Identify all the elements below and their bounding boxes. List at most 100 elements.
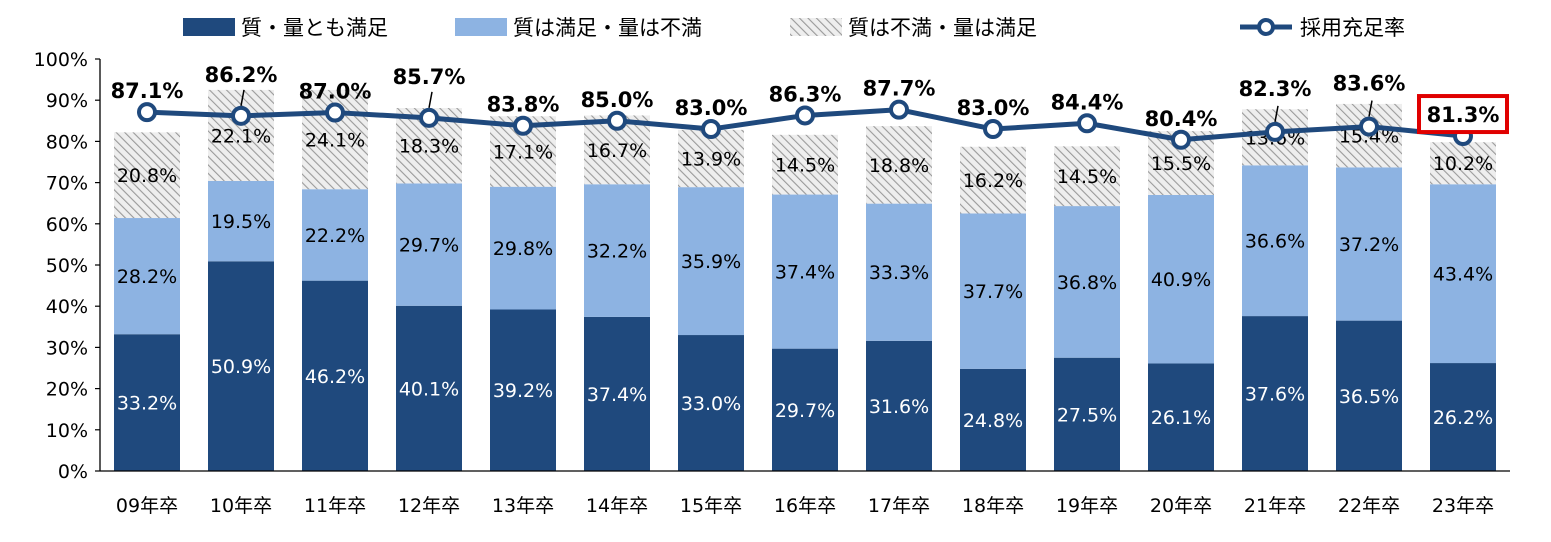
line-point [1171, 129, 1191, 150]
y-tick-label: 100% [34, 49, 88, 71]
legend-swatch [455, 18, 507, 36]
line-value-label: 85.0% [581, 88, 654, 112]
bar-value-label: 24.8% [963, 410, 1023, 432]
legend-label: 質は満足・量は不満 [513, 16, 702, 40]
bar-value-label: 16.2% [963, 170, 1023, 192]
line-point [137, 102, 157, 123]
x-axis: 09年卒 10年卒 11年卒 12年卒 13年卒 14年卒 15年卒 16年卒 17年卒 18年卒… [100, 470, 1510, 517]
x-tick-label: 14年卒 [586, 495, 648, 517]
bar-segment-1 [208, 261, 274, 471]
y-tick-label: 20% [46, 379, 88, 401]
bar-segment-1 [678, 335, 744, 471]
x-tick-label: 23年卒 [1432, 495, 1494, 517]
bar-segment-1 [1336, 320, 1402, 471]
bar-segment-2 [1336, 167, 1402, 321]
bar-value-label: 15.5% [1151, 153, 1211, 175]
bar-value-label: 18.3% [399, 136, 459, 158]
highlight-box [1417, 94, 1509, 135]
x-tick-label: 09年卒 [116, 495, 178, 517]
bar-segment-3 [866, 126, 932, 204]
leader-line [240, 89, 245, 106]
bar-value-label: 29.8% [493, 238, 553, 260]
y-tick-label: 60% [46, 214, 88, 236]
bar-segment-1 [584, 316, 650, 471]
line-point [419, 107, 439, 128]
bar-value-label: 32.2% [587, 241, 647, 263]
bar-value-label: 39.2% [493, 380, 553, 402]
bar-value-label: 18.8% [869, 155, 929, 177]
bar-segment-2 [678, 187, 744, 336]
bar-segment-2 [866, 203, 932, 341]
x-tick-label: 10年卒 [210, 495, 272, 517]
bar-value-label: 36.6% [1245, 231, 1305, 253]
legend-swatch [790, 18, 842, 36]
bar-segment-2 [584, 184, 650, 317]
bar-segment-3 [678, 129, 744, 188]
line-value-label: 83.0% [957, 96, 1030, 120]
bar-segment-1 [772, 348, 838, 471]
bar-value-label: 37.2% [1339, 234, 1399, 256]
bar-labels: 33.2% 28.2% 20.8% 50.9% 19.5% 22.1% 46.2% 22.2%… [117, 125, 1493, 431]
bar-value-label: 27.5% [1057, 404, 1117, 426]
bar-value-label: 36.8% [1057, 272, 1117, 294]
x-tick-label: 16年卒 [774, 495, 836, 517]
bar-value-label: 10.2% [1433, 153, 1493, 175]
bar-segment-2 [1430, 184, 1496, 364]
bar-value-label: 17.1% [493, 141, 553, 163]
line-value-label: 86.3% [769, 82, 842, 106]
line-point [983, 119, 1003, 140]
bar-value-label: 37.6% [1245, 384, 1305, 406]
x-tick-label: 19年卒 [1056, 495, 1118, 517]
bar-segment-3 [960, 146, 1026, 214]
x-tick-label: 13年卒 [492, 495, 554, 517]
bar-value-label: 46.2% [305, 366, 365, 388]
bar-value-label: 40.9% [1151, 269, 1211, 291]
bar-value-label: 29.7% [775, 400, 835, 422]
y-tick-label: 80% [46, 131, 88, 153]
bar-segment-2 [208, 180, 274, 262]
bar-segment-1 [490, 309, 556, 471]
leader-line [428, 91, 433, 109]
bar-segment-3 [114, 132, 180, 219]
y-axis: 0% 10% 20% 30% 40% 50% 60% 70% 80% 90% 100% [34, 49, 101, 483]
bar-value-label: 26.2% [1433, 407, 1493, 429]
x-tick-label: 15年卒 [680, 495, 742, 517]
bar-segment-2 [490, 186, 556, 310]
bar-segment-2 [396, 183, 462, 306]
bar-segment-3 [1054, 146, 1120, 207]
line-value-label: 83.6% [1333, 72, 1406, 96]
x-tick-label: 20年卒 [1150, 495, 1212, 517]
line-value-label: 82.3% [1239, 77, 1312, 101]
line-point [701, 119, 721, 140]
bar-segment-1 [866, 340, 932, 471]
bar-segment-1 [396, 305, 462, 471]
bar-segment-1 [114, 334, 180, 471]
bar-value-label: 37.7% [963, 281, 1023, 303]
bar-segment-1 [302, 280, 368, 471]
line-series: 87.1% 86.2% 87.0% 85.7% 83.8% 85.0% 83.0% 86.3%… [111, 63, 1509, 150]
bar-segment-3 [772, 134, 838, 195]
bar-segment-2 [302, 189, 368, 281]
bar-value-label: 22.2% [305, 225, 365, 247]
bar-value-label: 16.7% [587, 140, 647, 162]
leader-line [1274, 105, 1279, 123]
bar-value-label: 15.4% [1339, 126, 1399, 148]
line-value-label: 81.3% [1427, 103, 1500, 127]
y-tick-label: 10% [46, 420, 88, 442]
bar-segment-1 [1242, 316, 1308, 471]
bar-value-label: 14.5% [775, 155, 835, 177]
bar-value-label: 29.7% [399, 235, 459, 257]
line-value-label: 84.4% [1051, 90, 1124, 114]
line-point [607, 110, 627, 131]
bar-segment-2 [1242, 165, 1308, 317]
y-tick-label: 40% [46, 296, 88, 318]
bar-value-label: 43.4% [1433, 264, 1493, 286]
y-tick-label: 90% [46, 90, 88, 112]
bar-segment-2 [114, 218, 180, 335]
line-value-label: 86.2% [205, 63, 278, 87]
bar-value-label: 35.9% [681, 251, 741, 273]
x-tick-label: 17年卒 [868, 495, 930, 517]
bar-value-label: 33.2% [117, 393, 177, 415]
bar-value-label: 40.1% [399, 378, 459, 400]
